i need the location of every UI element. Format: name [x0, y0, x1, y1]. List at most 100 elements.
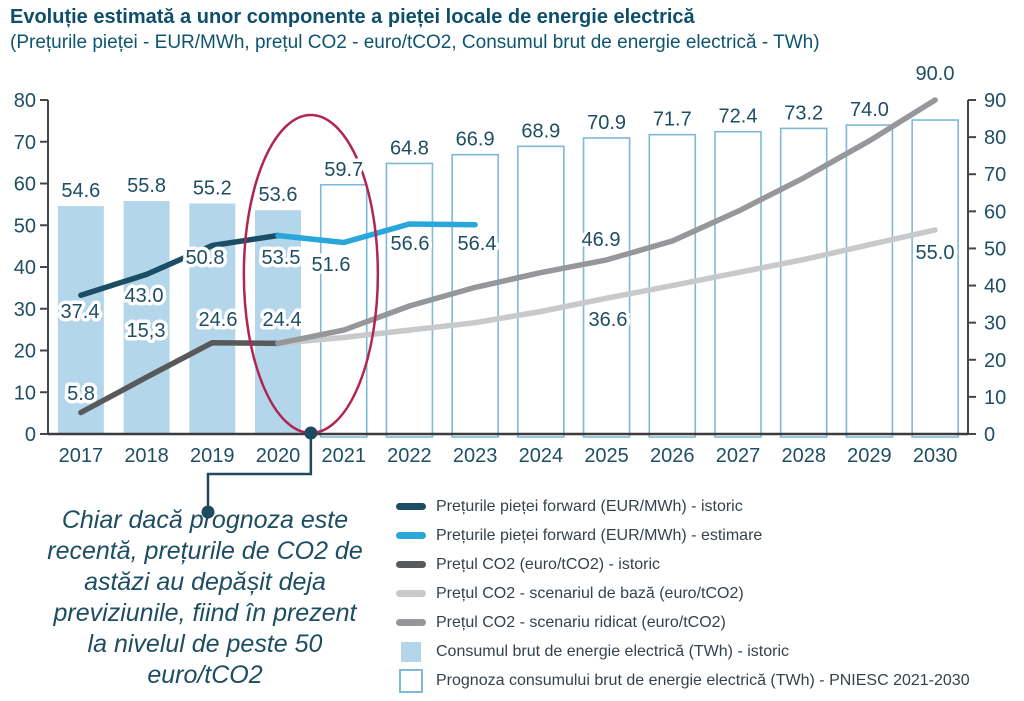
bar-value-label: 55.8 [127, 175, 166, 197]
bar-value-label: 53.6 [259, 184, 298, 206]
line-value-label: 90.0 [916, 63, 955, 85]
legend-item: Consumul brut de energie electrică (TWh)… [396, 637, 970, 666]
chart-header: Evoluție estimată a unor componente a pi… [10, 4, 1015, 55]
legend-swatch-line-co2-baza [396, 590, 426, 597]
right-axis-tick-label: 70 [984, 164, 1006, 186]
line-value-label: 53.5 [262, 247, 301, 269]
line-value-label: 24.6 [199, 309, 238, 331]
bar-value-label: 73.2 [784, 102, 823, 124]
legend-swatch-line-forward-estimare [396, 532, 426, 539]
x-axis-year-label: 2024 [519, 445, 564, 467]
right-axis-tick-label: 10 [984, 387, 1006, 409]
x-axis-year-label: 2017 [59, 445, 104, 467]
bar-forecast [451, 153, 499, 438]
axes-group: 0102030405060708001020304050607080902017… [14, 90, 1007, 467]
chart-title: Evoluție estimată a unor componente a pi… [10, 6, 695, 28]
callout-dot-axis [304, 426, 318, 440]
legend-swatch-shape [396, 561, 426, 568]
left-axis-tick-label: 70 [14, 132, 36, 154]
legend-swatch-shape [396, 503, 426, 510]
x-axis-year-label: 2021 [321, 445, 366, 467]
line-value-label: 56.6 [391, 233, 430, 255]
legend-label: Prognoza consumului brut de energie elec… [436, 671, 970, 689]
callout-dot-text [201, 505, 215, 519]
callout-line [206, 433, 313, 512]
bar-forecast [582, 137, 631, 438]
bar-historic [123, 201, 170, 434]
callout-connector [201, 426, 318, 519]
legend-swatch-shape [396, 532, 426, 539]
legend-swatch-shape [396, 619, 426, 626]
line-series [78, 339, 281, 416]
bar-value-label: 70.9 [587, 112, 626, 134]
bar-forecast [714, 130, 762, 438]
legend-swatch-shape [399, 668, 423, 693]
line-value-label: 56.4 [458, 233, 497, 255]
callout-text: Chiar dacă prognoza este recentă, prețur… [47, 506, 363, 689]
line-value-label: 55.0 [916, 242, 955, 264]
x-axis-year-label: 2028 [781, 445, 826, 467]
legend-swatch-bar-prognoza [396, 668, 426, 693]
legend-swatch-line-forward-istoric [396, 503, 426, 510]
bar-value-label: 72.4 [719, 106, 758, 128]
x-axis-year-label: 2027 [716, 445, 761, 467]
data-labels-group: 54.6 55.8 55.2 53.6 59.7 64.8 66.9 68.9 70.9 71.7… [57, 60, 958, 409]
right-axis-tick-label: 80 [984, 127, 1006, 149]
bar-value-label: 64.8 [390, 137, 429, 159]
bar-value-label: 68.9 [521, 120, 560, 142]
line-value-label: 24.4 [263, 309, 302, 331]
bar-value-label: 66.9 [456, 129, 495, 151]
bar-forecast [845, 124, 894, 438]
legend-label: Prețurile pieței forward (EUR/MWh) - est… [436, 526, 763, 544]
line-value-label: 37.4 [61, 301, 100, 323]
legend-swatch-shape [401, 641, 421, 662]
x-axis-year-label: 2023 [453, 445, 498, 467]
line-value-label: 50.8 [186, 247, 225, 269]
left-axis-tick-label: 80 [14, 90, 36, 112]
legend-label: Prețurile pieței forward (EUR/MWh) - ist… [436, 497, 743, 515]
x-axis-year-label: 2025 [584, 445, 629, 467]
right-axis-tick-label: 50 [984, 238, 1006, 260]
x-axis-year-label: 2029 [847, 445, 892, 467]
legend-swatch-bar-istoric [396, 641, 426, 662]
line-value-label: 15,3 [127, 320, 166, 342]
x-axis-year-label: 2018 [124, 445, 169, 467]
legend-item: Prețul CO2 (euro/tCO2) - istoric [396, 550, 970, 579]
x-axis-year-label: 2022 [387, 445, 432, 467]
right-axis-tick-label: 20 [984, 350, 1006, 372]
left-axis-tick-label: 0 [25, 424, 36, 446]
legend-label: Prețul CO2 - scenariu ridicat (euro/tCO2… [436, 613, 726, 631]
legend-label: Prețul CO2 - scenariul de bază (euro/tCO… [436, 584, 744, 602]
bar-historic [57, 206, 104, 434]
x-axis-year-label: 2020 [256, 445, 301, 467]
legend-item: Prețurile pieței forward (EUR/MWh) - est… [396, 521, 970, 550]
right-axis-tick-label: 40 [984, 276, 1006, 298]
left-axis-tick-label: 50 [14, 215, 36, 237]
line-value-label: 51.6 [312, 254, 351, 276]
right-axis-tick-label: 30 [984, 313, 1006, 335]
left-axis-tick-label: 40 [14, 257, 36, 279]
right-axis-tick-label: 0 [984, 424, 995, 446]
right-axis-tick-label: 90 [984, 90, 1006, 112]
line-value-label: 36.6 [589, 309, 628, 331]
x-axis-year-label: 2026 [650, 445, 695, 467]
line-value-label: 43.0 [125, 285, 164, 307]
legend-item: Prognoza consumului brut de energie elec… [396, 666, 970, 695]
left-axis-tick-label: 10 [14, 382, 36, 404]
bar-value-label: 54.6 [61, 180, 100, 202]
bar-forecast [911, 119, 959, 438]
line-value-label: 46.9 [582, 229, 621, 251]
right-axis-tick-label: 60 [984, 201, 1006, 223]
line-value-label: 5.8 [67, 383, 95, 405]
bar-forecast [779, 127, 828, 438]
line-series [275, 97, 938, 347]
bar-forecast [517, 145, 565, 438]
bar-value-label: 55.2 [193, 178, 232, 200]
legend-item: Prețul CO2 - scenariul de bază (euro/tCO… [396, 579, 970, 608]
legend: Prețurile pieței forward (EUR/MWh) - ist… [396, 492, 970, 695]
legend-label: Consumul brut de energie electrică (TWh)… [436, 642, 790, 660]
bar-historic [255, 210, 301, 434]
left-axis-tick-label: 30 [14, 299, 36, 321]
legend-item: Prețurile pieței forward (EUR/MWh) - ist… [396, 492, 970, 521]
